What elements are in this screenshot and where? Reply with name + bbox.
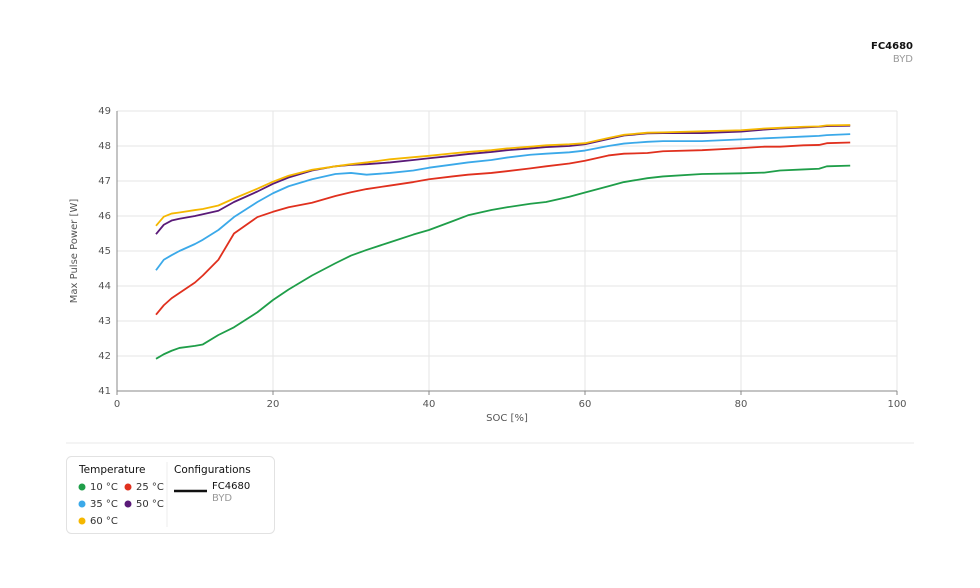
legend-label: 25 °C	[136, 482, 164, 493]
series-line	[155, 164, 851, 360]
legend-config-manufacturer: BYD	[212, 493, 232, 504]
y-tick-label: 46	[98, 211, 111, 222]
y-tick-label: 45	[98, 246, 111, 257]
series-line	[155, 141, 851, 316]
config-manufacturer: BYD	[893, 54, 913, 65]
y-axis-label: Max Pulse Power [W]	[69, 199, 80, 304]
legend-title: Temperature	[78, 464, 146, 476]
y-tick-label: 47	[98, 176, 111, 187]
x-tick-label: 40	[423, 399, 436, 410]
legend-marker	[78, 483, 86, 491]
y-tick-label: 42	[98, 351, 111, 362]
legend-label: 50 °C	[136, 499, 164, 510]
legend-config-name: FC4680	[212, 481, 250, 492]
config-name: FC4680	[871, 41, 913, 52]
x-tick-label: 80	[735, 399, 748, 410]
y-tick-label: 44	[98, 281, 111, 292]
legend-label: 10 °C	[90, 482, 118, 493]
y-tick-label: 49	[98, 106, 111, 117]
legend-label: 60 °C	[90, 516, 118, 527]
legend-marker	[124, 500, 132, 508]
series-line	[155, 133, 851, 271]
x-tick-label: 0	[114, 399, 120, 410]
configurations-title: Configurations	[174, 464, 251, 476]
series-line	[155, 124, 851, 235]
legend-marker	[78, 517, 86, 525]
y-tick-label: 43	[98, 316, 111, 327]
x-tick-label: 20	[267, 399, 280, 410]
x-axis-label: SOC [%]	[486, 413, 528, 424]
x-tick-label: 100	[887, 399, 906, 410]
y-tick-label: 41	[98, 386, 111, 397]
series-line	[155, 124, 851, 227]
legend-marker	[124, 483, 132, 491]
y-tick-label: 48	[98, 141, 111, 152]
legend-marker	[78, 500, 86, 508]
x-tick-label: 60	[579, 399, 592, 410]
legend-box	[66, 456, 275, 534]
legend-label: 35 °C	[90, 499, 118, 510]
